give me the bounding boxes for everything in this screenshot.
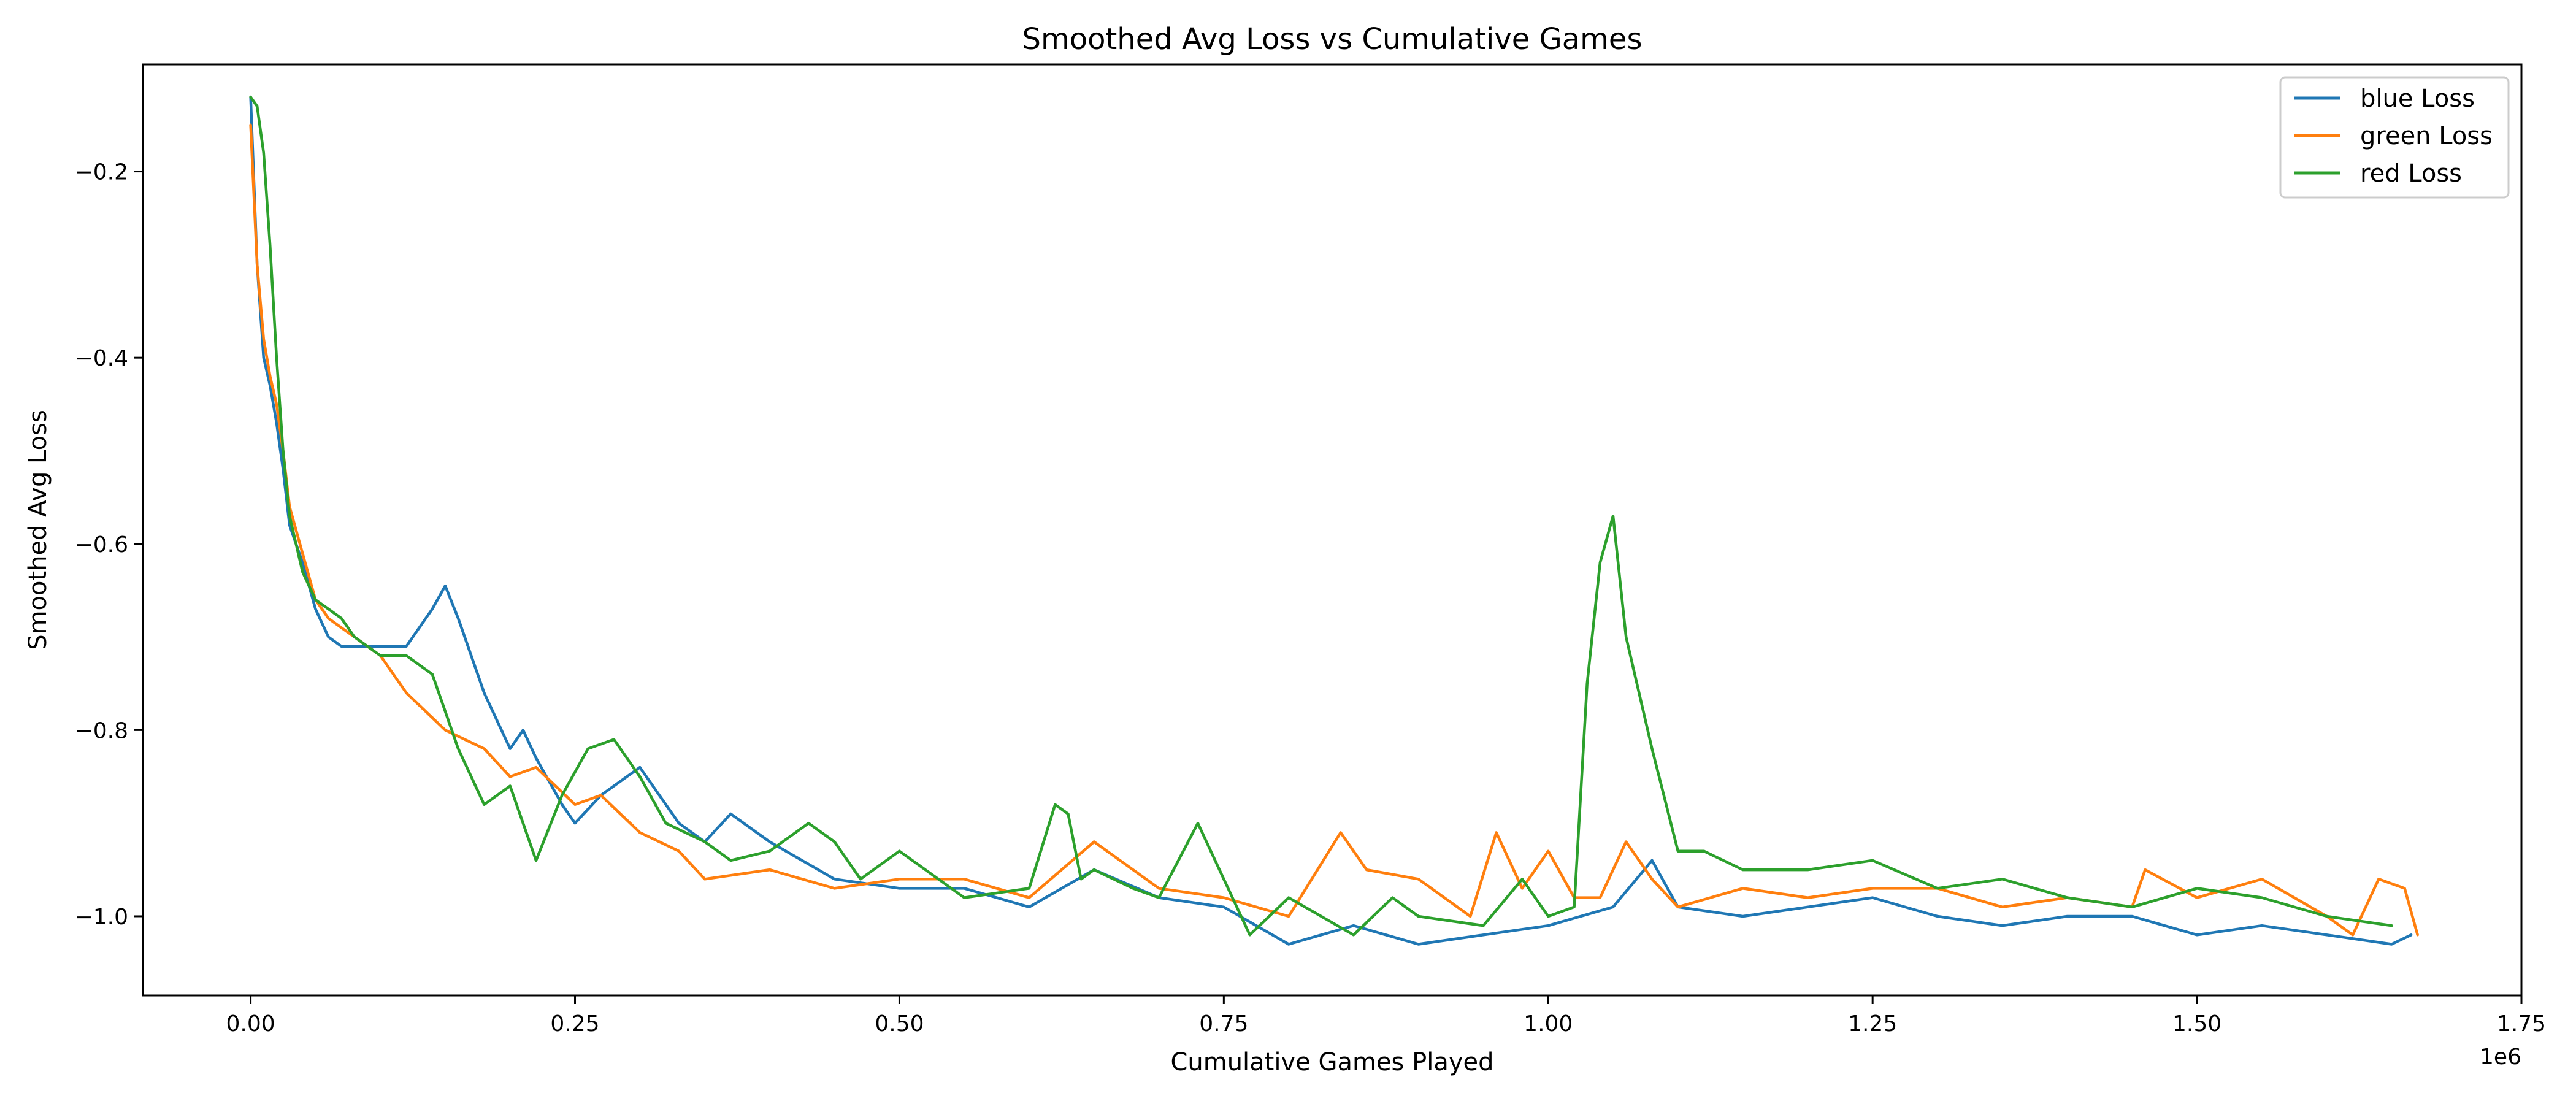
x-axis: 0.00 0.25 0.50 0.75 1.00 1.25 1.50 1.75 <box>226 995 2546 1037</box>
plot-area-frame <box>142 63 2523 997</box>
legend-label-2: green Loss <box>2360 122 2493 150</box>
series-layer <box>249 95 2419 946</box>
y-tick-label: −0.8 <box>75 718 128 743</box>
x-tick-label: 1.00 <box>1524 1011 1573 1037</box>
chart-title: Smoothed Avg Loss vs Cumulative Games <box>1022 22 1643 56</box>
legend-label-3: red Loss <box>2360 159 2462 188</box>
x-tick-label: 0.00 <box>226 1011 275 1037</box>
x-tick-label: 1.75 <box>2497 1011 2546 1037</box>
x-axis-label: Cumulative Games Played <box>1170 1048 1493 1076</box>
legend: blue Loss green Loss red Loss <box>2279 76 2510 199</box>
y-axis-label: Smoothed Avg Loss <box>24 410 52 650</box>
series-line-1 <box>249 95 2413 946</box>
series-line-2 <box>249 123 2419 937</box>
x-tick-label: 1.25 <box>1848 1011 1897 1037</box>
x-tick-label: 1.50 <box>2172 1011 2221 1037</box>
legend-box <box>2279 76 2510 199</box>
legend-label-1: blue Loss <box>2360 85 2475 113</box>
y-tick-label: −0.4 <box>75 346 128 371</box>
y-tick-label: −0.2 <box>75 160 128 185</box>
x-tick-label: 0.50 <box>875 1011 924 1037</box>
x-tick-label: 0.75 <box>1199 1011 1248 1037</box>
series-line-3 <box>249 95 2393 937</box>
y-tick-label: −1.0 <box>75 905 128 930</box>
x-offset-label: 1e6 <box>2480 1045 2521 1070</box>
y-tick-label: −0.6 <box>75 532 128 558</box>
x-tick-label: 0.25 <box>550 1011 599 1037</box>
y-axis: −0.2 −0.4 −0.6 −0.8 −1.0 <box>75 160 143 930</box>
